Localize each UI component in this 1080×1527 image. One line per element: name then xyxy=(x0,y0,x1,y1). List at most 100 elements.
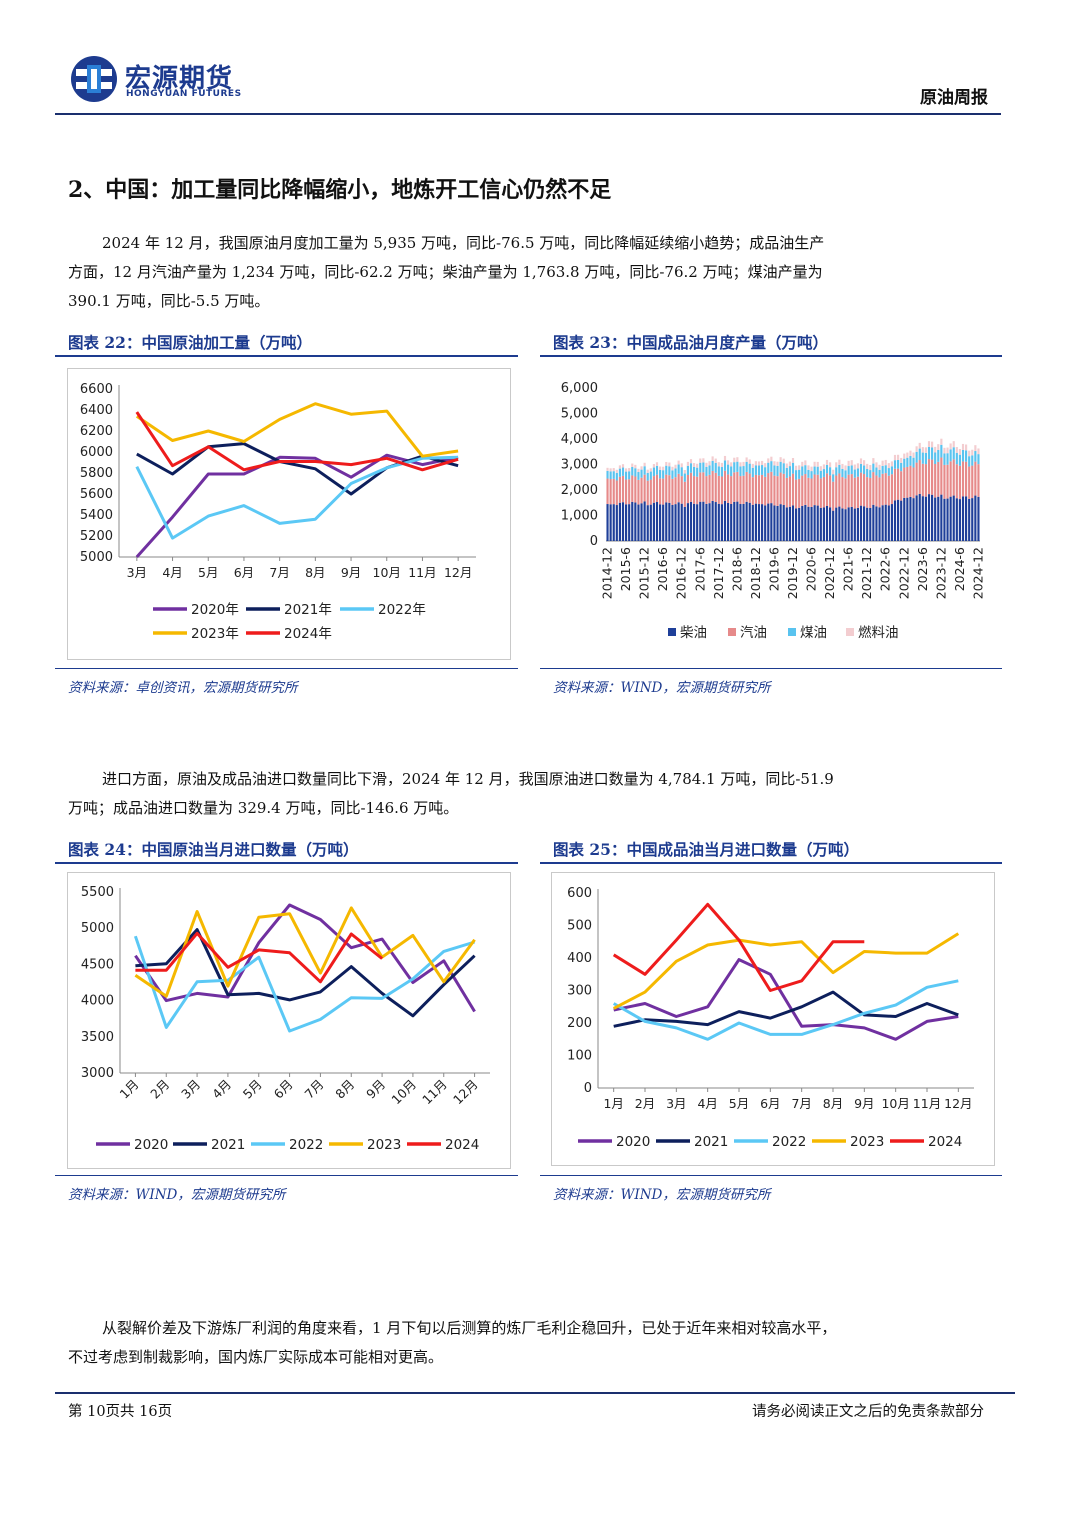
bar-柴油 xyxy=(776,505,779,541)
bar-汽油 xyxy=(717,475,720,504)
bar-燃料油 xyxy=(801,461,804,467)
x-tick-label: 11月 xyxy=(913,1096,941,1111)
figure-24-title: 图表 24：中国原油当月进口数量（万吨） xyxy=(68,840,359,859)
y-tick-label: 0 xyxy=(590,534,598,549)
figure-22-rule xyxy=(55,355,518,357)
x-tick-label: 2014-12 xyxy=(600,547,615,599)
bar-煤油 xyxy=(940,444,943,458)
y-tick-label: 0 xyxy=(584,1081,592,1096)
bar-煤油 xyxy=(856,468,859,477)
bar-柴油 xyxy=(946,498,949,541)
bar-燃料油 xyxy=(813,461,816,467)
bar-煤油 xyxy=(878,469,881,478)
bar-汽油 xyxy=(711,470,714,501)
figure-25-bottom-rule xyxy=(540,1175,1002,1176)
hongyuan-logo xyxy=(70,55,118,103)
bar-柴油 xyxy=(829,507,832,541)
bar-煤油 xyxy=(903,458,906,468)
bar-燃料油 xyxy=(773,461,776,466)
legend-label-2024: 2024年 xyxy=(284,626,332,642)
bar-柴油 xyxy=(736,501,739,541)
bar-柴油 xyxy=(900,500,903,541)
y-tick-label: 5600 xyxy=(80,487,113,502)
bar-燃料油 xyxy=(832,469,835,475)
legend-label-2020: 2020年 xyxy=(191,602,239,618)
bar-燃料油 xyxy=(662,466,665,471)
y-tick-label: 5800 xyxy=(80,466,113,481)
bar-柴油 xyxy=(727,502,730,541)
bar-煤油 xyxy=(773,465,776,476)
bar-汽油 xyxy=(668,475,671,503)
bar-柴油 xyxy=(696,504,699,541)
y-tick-label: 5,000 xyxy=(561,407,598,422)
bar-汽油 xyxy=(705,476,708,504)
bar-燃料油 xyxy=(782,458,785,464)
x-tick-label: 4月 xyxy=(162,565,182,580)
bar-柴油 xyxy=(974,495,977,541)
bar-煤油 xyxy=(655,465,659,475)
bar-柴油 xyxy=(655,502,659,541)
bar-煤油 xyxy=(702,462,705,473)
bar-柴油 xyxy=(767,503,770,541)
bar-燃料油 xyxy=(937,444,940,450)
bar-燃料油 xyxy=(958,449,961,455)
bar-柴油 xyxy=(819,507,822,541)
bar-汽油 xyxy=(761,474,764,505)
legend-label-2021: 2021 xyxy=(694,1134,728,1150)
bar-煤油 xyxy=(714,462,717,473)
bar-煤油 xyxy=(881,465,884,474)
bar-燃料油 xyxy=(943,447,946,454)
bar-汽油 xyxy=(702,472,705,502)
bar-柴油 xyxy=(912,498,915,541)
bar-柴油 xyxy=(856,507,859,541)
bar-汽油 xyxy=(869,477,872,508)
y-tick-label: 6400 xyxy=(80,403,113,418)
bar-煤油 xyxy=(689,463,693,473)
bar-燃料油 xyxy=(640,466,643,470)
bar-柴油 xyxy=(615,505,618,541)
bar-煤油 xyxy=(890,466,893,475)
bar-柴油 xyxy=(971,498,974,541)
x-tick-label: 2016-12 xyxy=(674,547,689,599)
bar-柴油 xyxy=(764,505,767,541)
bar-汽油 xyxy=(909,465,912,497)
x-tick-label: 2024-12 xyxy=(970,547,985,599)
x-tick-label: 10月 xyxy=(881,1096,909,1111)
bar-煤油 xyxy=(640,469,643,478)
bar-煤油 xyxy=(841,468,844,478)
bar-汽油 xyxy=(606,478,609,505)
bar-汽油 xyxy=(693,476,696,504)
bar-燃料油 xyxy=(671,466,674,471)
bar-燃料油 xyxy=(971,449,974,456)
bar-燃料油 xyxy=(878,464,881,470)
section-title: 2、中国：加工量同比降幅缩小，地炼开工信心仍然不足 xyxy=(68,177,612,203)
bar-柴油 xyxy=(693,503,696,541)
bar-煤油 xyxy=(736,461,739,472)
page-number: 第 10页共 16页 xyxy=(68,1404,173,1420)
y-tick-label: 3500 xyxy=(81,1030,114,1045)
paragraph-processing: 2024 年 12 月，我国原油月度加工量为 5,935 万吨，同比-76.5 … xyxy=(68,229,838,316)
legend-label-2023: 2023年 xyxy=(191,626,239,642)
figure-22-source: 资料来源：卓创资讯，宏源期货研究所 xyxy=(68,680,298,696)
bar-汽油 xyxy=(677,473,680,503)
bar-煤油 xyxy=(733,462,736,473)
bar-柴油 xyxy=(841,508,844,541)
bar-燃料油 xyxy=(751,463,754,468)
bar-汽油 xyxy=(640,477,643,504)
bar-煤油 xyxy=(977,454,980,465)
bar-煤油 xyxy=(745,461,748,472)
bar-燃料油 xyxy=(776,461,779,466)
bar-煤油 xyxy=(829,467,832,476)
series-line-2023 xyxy=(613,932,960,1010)
bar-汽油 xyxy=(686,474,689,504)
bar-燃料油 xyxy=(727,460,730,465)
bar-汽油 xyxy=(615,480,618,506)
y-tick-label: 5000 xyxy=(80,550,113,565)
legend-label-2022: 2022 xyxy=(289,1137,323,1153)
bar-汽油 xyxy=(748,473,751,503)
bar-燃料油 xyxy=(733,457,736,463)
bar-煤油 xyxy=(918,448,921,461)
bar-柴油 xyxy=(813,505,816,541)
bar-煤油 xyxy=(671,470,674,479)
y-tick-label: 6600 xyxy=(80,382,113,397)
